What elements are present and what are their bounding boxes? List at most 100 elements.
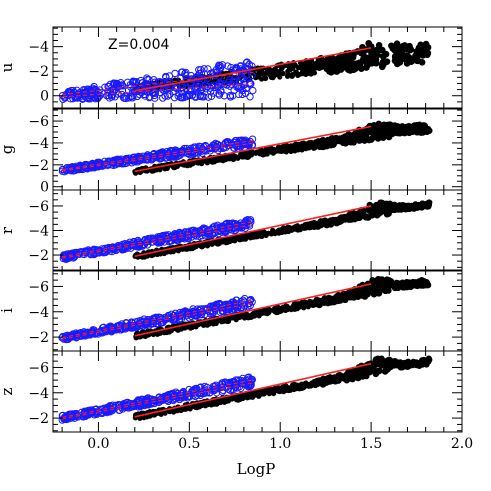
fundamental-fit-line: [134, 283, 372, 337]
fundamental-point: [335, 377, 342, 384]
fundamental-point: [289, 72, 295, 78]
fundamental-point: [303, 380, 309, 386]
fundamental-point: [393, 282, 401, 290]
fundamental-point: [306, 60, 312, 66]
panel-g: 0 −2 −4 −6 g: [0, 108, 463, 196]
fundamental-point: [405, 54, 413, 61]
fundamental-point: [349, 375, 356, 383]
fundamental-point: [280, 70, 286, 77]
first-overtone-point: [247, 381, 255, 389]
first-overtone-point: [234, 139, 242, 147]
first-overtone-point: [119, 82, 127, 90]
fundamental-point: [221, 237, 227, 243]
fundamental-point: [344, 55, 352, 63]
first-overtone-point: [99, 324, 107, 332]
first-overtone-point: [110, 325, 118, 333]
y-tick-label: 0: [40, 89, 49, 105]
first-overtone-point: [134, 403, 143, 411]
first-overtone-point: [191, 143, 199, 151]
fundamental-point: [410, 359, 418, 366]
fundamental-point: [273, 147, 279, 154]
fundamental-point: [225, 155, 232, 161]
first-overtone-point: [83, 85, 92, 93]
fundamental-point: [415, 201, 423, 209]
fundamental-point: [326, 55, 333, 62]
first-overtone-point: [229, 92, 237, 100]
first-overtone-point: [232, 63, 240, 72]
x-axis-label: LogP: [237, 460, 276, 478]
first-overtone-point: [166, 90, 174, 99]
y-tick-label: −2: [28, 158, 49, 174]
first-overtone-point: [249, 86, 257, 95]
first-overtone-point: [73, 332, 81, 340]
fundamental-point: [215, 241, 221, 247]
fundamental-point: [290, 64, 296, 70]
fundamental-point: [301, 305, 307, 311]
fundamental-point: [324, 377, 331, 385]
first-overtone-point: [238, 90, 247, 99]
fundamental-point: [384, 286, 392, 294]
first-overtone-point: [135, 156, 143, 165]
first-overtone-point: [201, 382, 209, 391]
fundamental-point: [178, 407, 184, 414]
fundamental-point: [301, 145, 307, 152]
first-overtone-point: [218, 222, 226, 230]
first-overtone-point: [108, 402, 117, 411]
fundamental-point: [284, 73, 291, 79]
first-overtone-point: [135, 240, 144, 249]
fundamental-point: [374, 47, 382, 55]
fundamental-point: [293, 301, 299, 307]
fundamental-point: [378, 362, 385, 369]
y-axis-label-r: r: [0, 226, 16, 234]
fundamental-point: [385, 204, 393, 212]
first-overtone-point: [209, 89, 218, 97]
fundamental-point: [355, 137, 363, 144]
x-tick-label: 0.5: [178, 436, 200, 452]
fundamental-point: [175, 248, 181, 254]
fundamental-point: [299, 381, 305, 387]
y-tick-label: 0: [40, 180, 49, 196]
fundamental-point: [285, 68, 291, 74]
fundamental-point: [339, 60, 347, 68]
first-overtone-point: [143, 75, 152, 84]
panel-data-u: [58, 39, 432, 103]
first-overtone-point: [105, 407, 113, 416]
fundamental-point: [282, 148, 288, 154]
fundamental-point: [344, 134, 352, 142]
panel-frame: [52, 350, 463, 433]
fundamental-point: [265, 309, 271, 315]
first-overtone-point: [96, 92, 104, 100]
first-overtone-point: [179, 308, 187, 316]
fundamental-point: [265, 149, 271, 155]
fundamental-point: [382, 125, 389, 133]
fundamental-point: [276, 71, 282, 78]
first-overtone-point: [106, 87, 115, 96]
y-axis-label-z: z: [0, 387, 16, 395]
fundamental-point: [221, 399, 228, 405]
first-overtone-point: [227, 63, 235, 72]
fundamental-point: [363, 291, 370, 298]
first-overtone-point: [216, 300, 224, 308]
first-overtone-point: [148, 89, 156, 97]
fundamental-point: [347, 216, 355, 223]
fundamental-point: [397, 49, 405, 56]
first-overtone-point: [163, 150, 171, 158]
first-overtone-point: [198, 93, 206, 101]
first-overtone-point: [119, 245, 128, 253]
first-overtone-point: [206, 144, 214, 153]
y-tick-label: −6: [28, 199, 49, 215]
first-overtone-point: [138, 322, 147, 330]
fundamental-point: [351, 210, 359, 218]
fundamental-point: [294, 223, 301, 229]
fundamental-point: [275, 228, 281, 234]
first-overtone-point: [65, 253, 74, 262]
fundamental-point: [363, 64, 370, 71]
fundamental-point: [257, 391, 264, 397]
first-overtone-point: [242, 138, 251, 147]
fundamental-point: [235, 313, 241, 319]
fundamental-point: [389, 45, 397, 52]
fundamental-point: [296, 143, 302, 149]
fundamental-point: [406, 45, 414, 53]
fundamental-point: [295, 65, 302, 71]
fundamental-point: [157, 251, 164, 257]
